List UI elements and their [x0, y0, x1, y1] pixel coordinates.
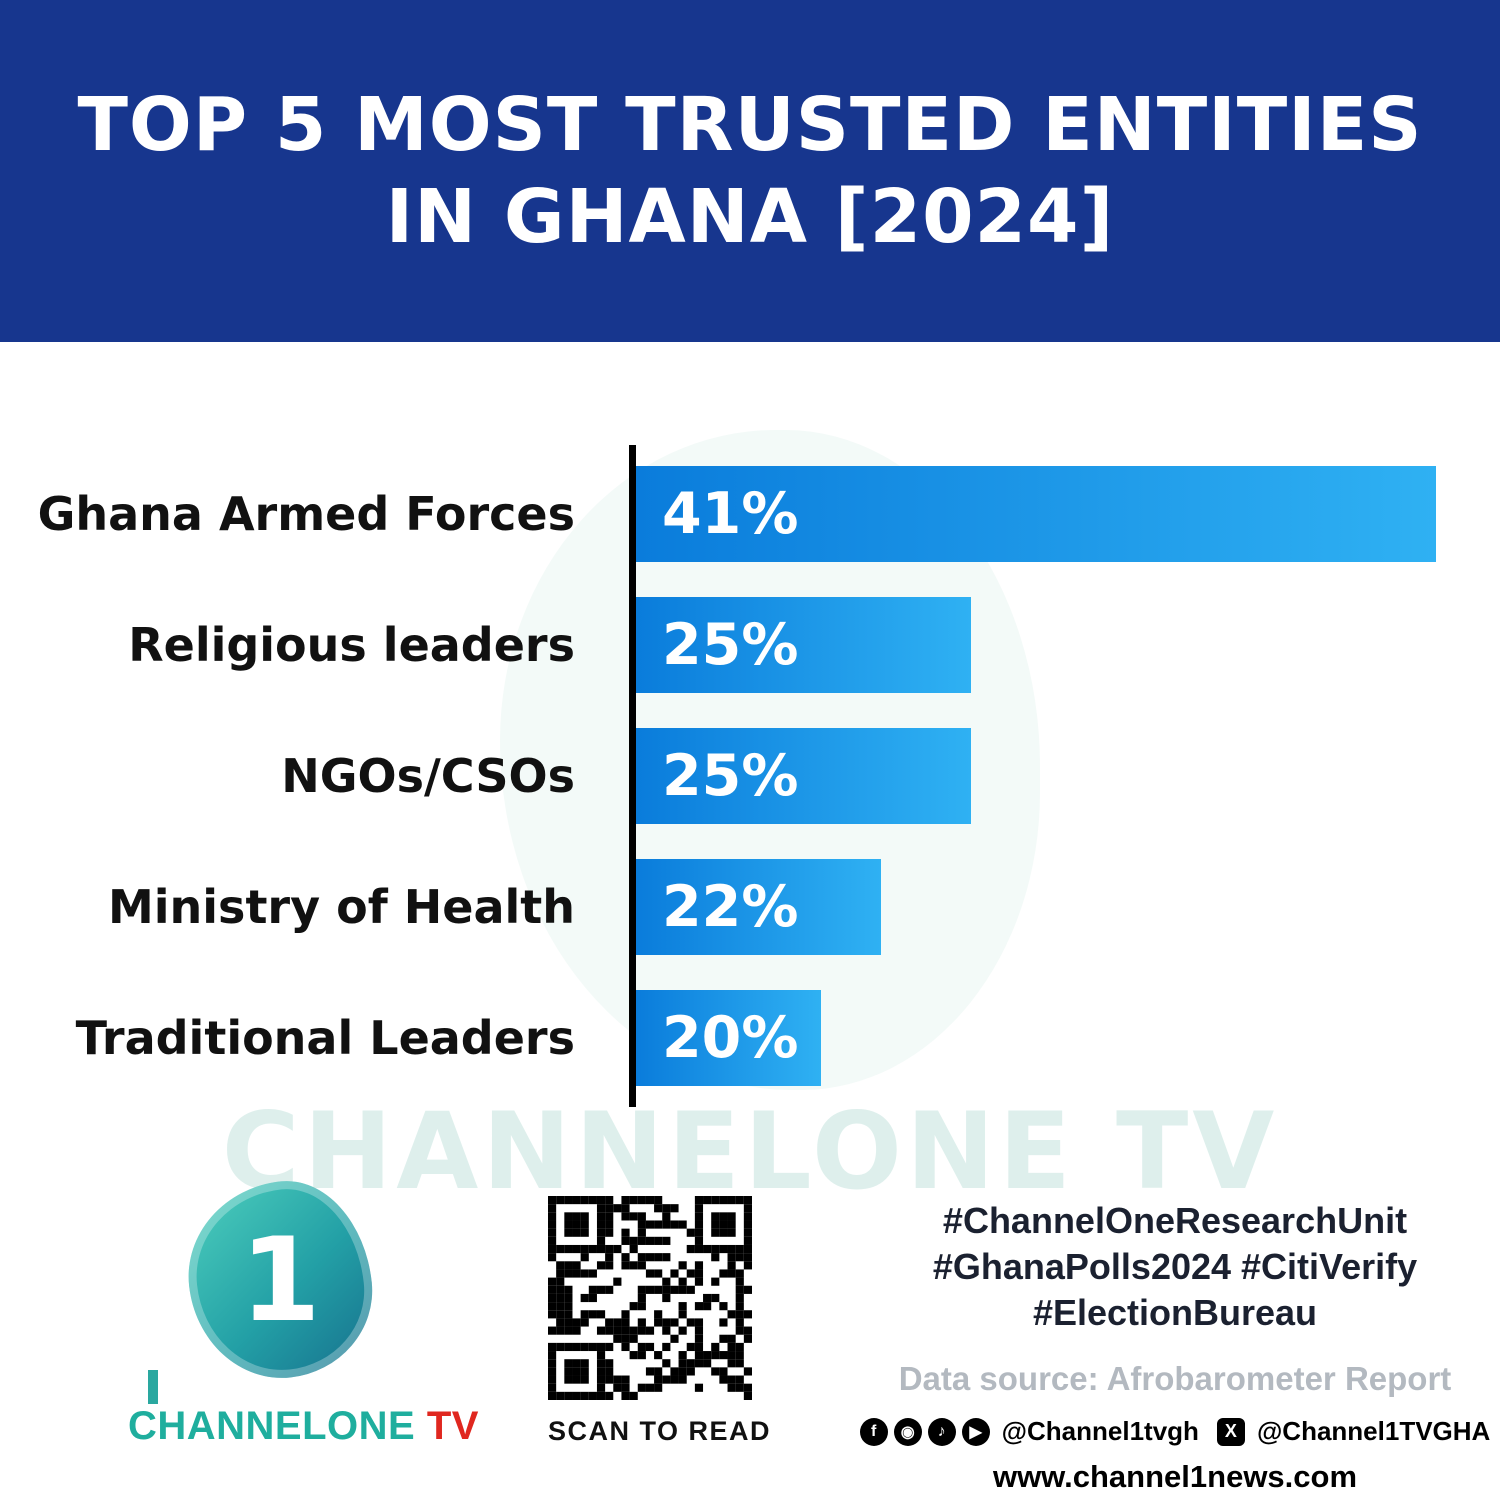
- channel-one-logo-icon: 1: [179, 1173, 381, 1387]
- brand-tv-text: TV: [415, 1404, 479, 1448]
- brand-one-text: ONE: [327, 1404, 416, 1448]
- page-title-line2: IN GHANA [2024]: [385, 174, 1115, 260]
- x-twitter-icon: X: [1216, 1417, 1245, 1446]
- bar: 22%: [636, 858, 881, 955]
- bar: 20%: [636, 989, 821, 1086]
- website-url: www.channel1news.com: [992, 1459, 1358, 1495]
- social-handle-x: @Channel1TVGHA: [1256, 1416, 1491, 1447]
- hashtags-line-2: #GhanaPolls2024 #CitiVerify: [932, 1246, 1418, 1288]
- page-title-line1: TOP 5 MOST TRUSTED ENTITIES: [77, 81, 1423, 168]
- channel-one-logo-block: 1 CHANNELONE TV: [128, 1173, 478, 1449]
- social-row: f ◉ ♪ ▶ @Channel1tvgh X @Channel1TVGHA: [859, 1416, 1490, 1447]
- bar: 25%: [636, 727, 971, 824]
- chart-row: Ghana Armed Forces 41%: [0, 448, 1500, 579]
- bar-value-label: 22%: [662, 873, 799, 940]
- bar: 41%: [636, 465, 1436, 562]
- qr-block: SCAN TO READ: [548, 1196, 772, 1447]
- bar-value-label: 25%: [662, 742, 799, 809]
- bar-category-label: Ghana Armed Forces: [37, 486, 575, 541]
- chart-row: Ministry of Health 22%: [0, 841, 1500, 972]
- logo-one-glyph: 1: [239, 1212, 321, 1348]
- brand-wordmark: CHANNELONE TV: [128, 1404, 478, 1449]
- footer-right-column: #ChannelOneResearchUnit #GhanaPolls2024 …: [859, 1198, 1490, 1495]
- youtube-icon: ▶: [961, 1417, 990, 1446]
- bar-category-label: NGOs/CSOs: [281, 748, 575, 803]
- social-handle-primary: @Channel1tvgh: [1001, 1416, 1199, 1447]
- header-banner: TOP 5 MOST TRUSTED ENTITIES IN GHANA [20…: [0, 0, 1500, 342]
- chart-row: NGOs/CSOs 25%: [0, 710, 1500, 841]
- channelone-watermark-text: CHANNELONE TV: [221, 1090, 1279, 1213]
- bar: 25%: [636, 596, 971, 693]
- bar-category-label: Traditional Leaders: [75, 1010, 575, 1065]
- qr-code: [548, 1196, 752, 1400]
- chart-axis-line: [629, 445, 636, 1107]
- chart-row: Traditional Leaders 20%: [0, 972, 1500, 1103]
- brand-channel-text: CHANNEL: [128, 1404, 328, 1448]
- chart-rows: Ghana Armed Forces 41% Religious leaders 25…: [0, 448, 1500, 1103]
- logo-stem: [148, 1370, 158, 1404]
- instagram-icon: ◉: [893, 1417, 922, 1446]
- bar-value-label: 25%: [662, 611, 799, 678]
- qr-caption: SCAN TO READ: [548, 1416, 772, 1446]
- tiktok-icon: ♪: [927, 1417, 956, 1446]
- hashtags-line-1: #ChannelOneResearchUnit: [942, 1200, 1408, 1241]
- bar-category-label: Religious leaders: [128, 617, 575, 672]
- data-source-text: Data source: Afrobarometer Report: [898, 1360, 1452, 1398]
- facebook-icon: f: [859, 1417, 888, 1446]
- bar-value-label: 20%: [662, 1004, 799, 1071]
- bar-chart: Ghana Armed Forces 41% Religious leaders 25…: [0, 445, 1500, 1107]
- hashtags-line-3: #ElectionBureau: [1032, 1292, 1318, 1334]
- bar-category-label: Ministry of Health: [108, 879, 575, 934]
- chart-row: Religious leaders 25%: [0, 579, 1500, 710]
- bar-value-label: 41%: [662, 480, 799, 547]
